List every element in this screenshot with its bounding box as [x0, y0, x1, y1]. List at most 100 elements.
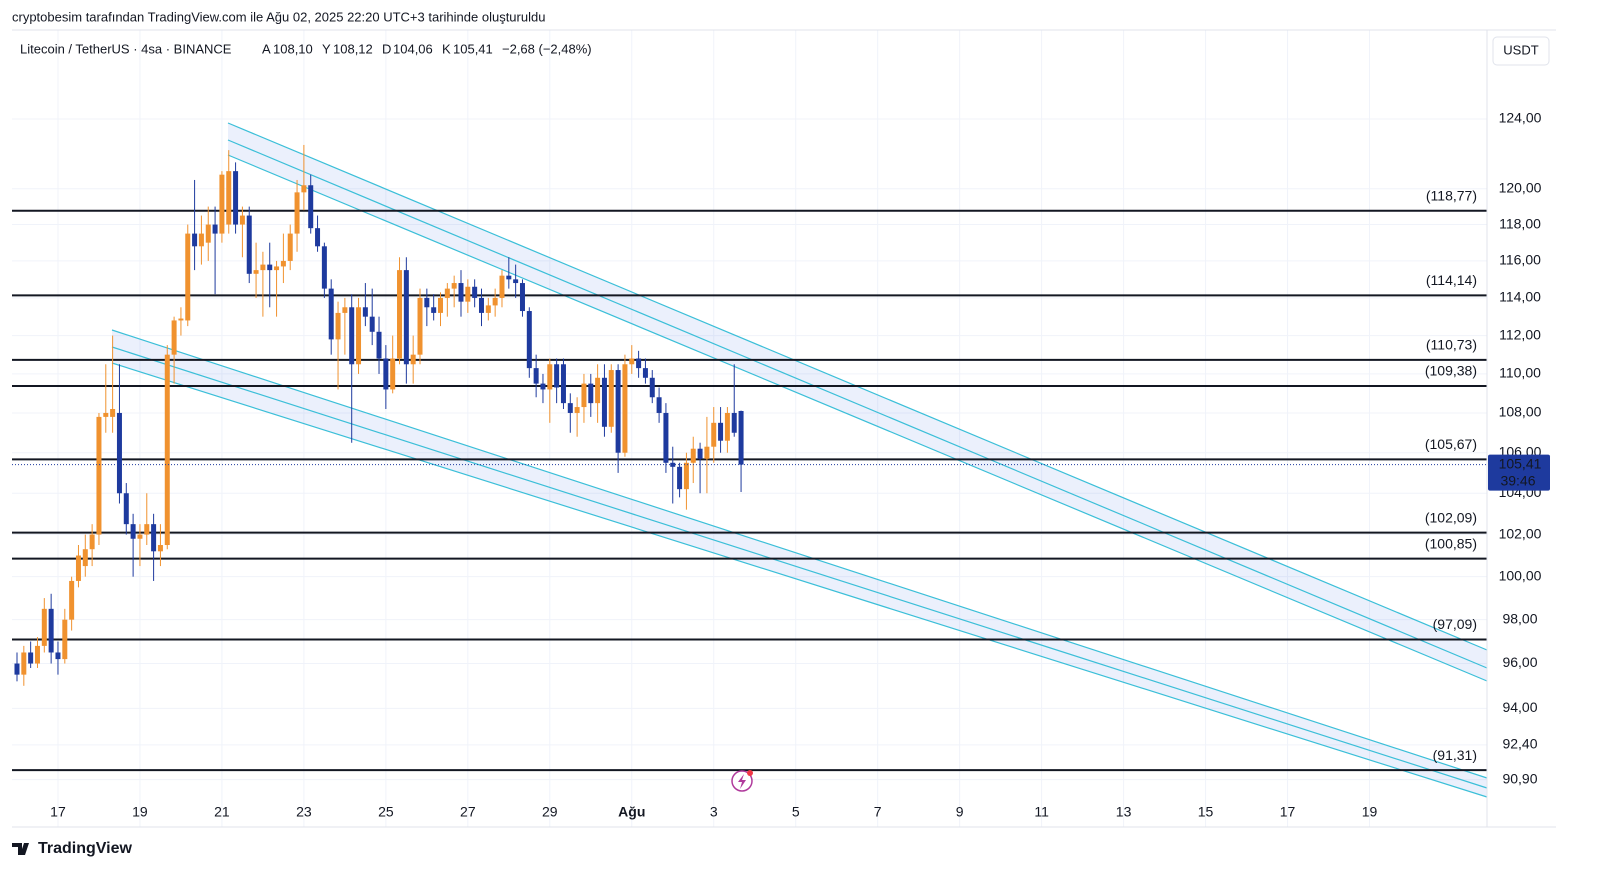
level-label: (118,77) [1426, 187, 1477, 203]
x-tick-label: 9 [956, 804, 964, 820]
candle-body [376, 331, 382, 359]
y-tick-label: 94,00 [1502, 699, 1537, 715]
candle-body [103, 412, 109, 417]
y-tick-label: 90,90 [1502, 770, 1537, 786]
candle-body [533, 368, 539, 384]
currency-box [1492, 36, 1550, 66]
x-tick-label: 7 [874, 804, 882, 820]
ohlc-key: D [382, 41, 391, 56]
logo: TradingView [12, 840, 133, 857]
candle-body [110, 409, 116, 417]
candle-body [335, 312, 341, 340]
channel-line [227, 154, 1488, 682]
candle-body [485, 305, 491, 313]
level-label: (100,85) [1425, 535, 1477, 551]
candle-body [301, 185, 307, 193]
candle-body [718, 422, 724, 441]
currency: USDT [1503, 42, 1538, 57]
candle-body [342, 307, 348, 313]
candle-body [198, 233, 204, 247]
ohlc-value: 105,41 [453, 41, 493, 56]
candle-body [82, 549, 88, 567]
channel-fill [228, 123, 1487, 681]
candle-body [151, 524, 157, 552]
candle-body [431, 307, 437, 313]
candle-body [547, 364, 553, 390]
candle-body [123, 493, 129, 525]
y-tick-label: 110,00 [1499, 365, 1541, 381]
level-label: (109,38) [1425, 363, 1477, 379]
candle-body [192, 233, 198, 247]
y-tick-label: 92,40 [1502, 736, 1537, 752]
candle-body [390, 358, 396, 390]
candle-body [96, 416, 102, 535]
candle-body [226, 171, 232, 225]
candle-body [526, 311, 532, 369]
candle-body [233, 171, 239, 225]
x-tick-label: Ağu [618, 804, 645, 820]
ohlc-key: Y [322, 41, 331, 56]
channel-line [111, 362, 1488, 798]
candle-body [349, 307, 355, 365]
x-tick-label: 3 [710, 804, 718, 820]
level-label: (102,09) [1425, 509, 1477, 525]
candle-body [677, 466, 683, 490]
y-tick-label: 114,00 [1499, 289, 1541, 305]
candle-body [75, 555, 81, 581]
x-tick-label: 15 [1198, 804, 1214, 820]
logo-text: TradingView [38, 840, 133, 857]
candle-body [267, 264, 273, 271]
candle-body [642, 368, 648, 378]
candle-body [608, 370, 614, 427]
candle-body [588, 383, 594, 404]
candle-body [274, 266, 280, 271]
candle-body [28, 652, 34, 664]
candle-body [451, 283, 457, 289]
price-tag [1488, 454, 1550, 491]
candle-body [465, 286, 471, 302]
candle-body [239, 215, 245, 225]
candle-body [294, 192, 300, 234]
ohlc-key: K [442, 41, 451, 56]
candle-body [69, 580, 75, 620]
y-tick-label: 100,00 [1499, 567, 1542, 583]
x-tick-label: 19 [132, 804, 148, 820]
candle-body [164, 354, 170, 546]
candle-body [383, 358, 389, 390]
x-tick-label: 27 [460, 804, 476, 820]
level-label: (105,67) [1425, 436, 1477, 452]
channel-line [111, 346, 1488, 789]
channel-drawings [111, 122, 1488, 798]
candle-body [369, 316, 375, 332]
candle-body [48, 608, 54, 653]
candle-body [663, 412, 669, 463]
grid [12, 30, 1487, 827]
candle-body [157, 545, 163, 552]
y-tick-label: 112,00 [1499, 326, 1541, 342]
candle-body [499, 275, 505, 298]
marks [12, 144, 1487, 772]
candle-body [711, 422, 717, 447]
candle-body [444, 288, 450, 298]
candle-body [492, 297, 498, 306]
candle-body [260, 264, 266, 271]
channel-fill [112, 330, 1487, 797]
candle-body [704, 446, 710, 459]
x-tick-label: 13 [1116, 804, 1132, 820]
candle-body [540, 383, 546, 390]
candle-body [219, 174, 225, 234]
candle-body [683, 462, 689, 490]
candle-body [14, 663, 20, 675]
candle-body [574, 407, 580, 413]
candle-body [55, 652, 61, 660]
candle-body [417, 297, 423, 355]
x-tick-label: 11 [1034, 804, 1049, 820]
ohlc-value: 108,10 [273, 41, 313, 56]
alert-icon [731, 770, 753, 792]
change: −2,68 (−2,48%) [502, 41, 592, 56]
candle-body [178, 318, 184, 321]
candle-body [328, 288, 334, 340]
candle-body [185, 233, 191, 321]
candle-body [144, 524, 150, 535]
